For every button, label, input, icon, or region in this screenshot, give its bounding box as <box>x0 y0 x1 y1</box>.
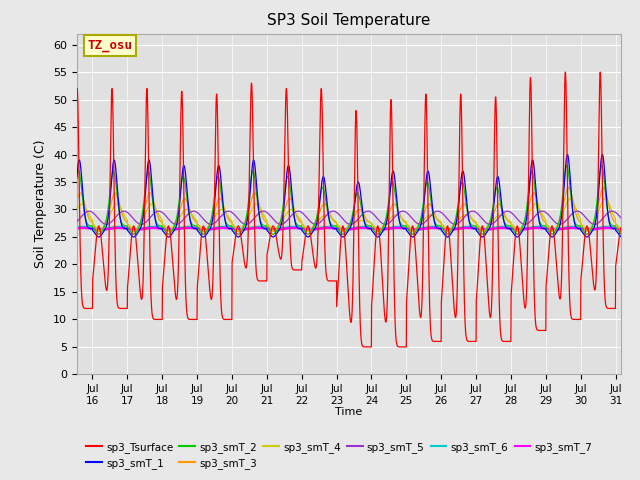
sp3_smT_7 <box>172 227 180 232</box>
sp3_smT_4 <box>479 228 486 234</box>
sp3_smT_6 <box>73 225 81 230</box>
sp3_smT_2 <box>399 223 407 228</box>
sp3_Tsurface <box>479 224 486 229</box>
sp3_smT_5 <box>617 215 625 221</box>
Line: sp3_smT_7: sp3_smT_7 <box>77 228 621 229</box>
sp3_smT_1 <box>339 234 347 240</box>
sp3_smT_3 <box>600 185 607 191</box>
sp3_smT_4 <box>602 196 609 202</box>
Line: sp3_smT_1: sp3_smT_1 <box>77 155 621 237</box>
sp3_smT_6 <box>617 226 625 231</box>
sp3_smT_2 <box>281 190 289 196</box>
sp3_smT_4 <box>172 221 179 227</box>
sp3_smT_3 <box>281 206 289 212</box>
Title: SP3 Soil Temperature: SP3 Soil Temperature <box>267 13 431 28</box>
sp3_smT_2 <box>479 231 486 237</box>
sp3_smT_1 <box>598 152 606 157</box>
sp3_smT_1 <box>399 226 407 231</box>
sp3_smT_1 <box>172 225 179 231</box>
sp3_smT_7 <box>150 225 157 231</box>
sp3_smT_5 <box>520 221 528 227</box>
sp3_smT_5 <box>73 219 81 225</box>
sp3_smT_5 <box>381 221 389 227</box>
sp3_smT_7 <box>617 227 625 232</box>
sp3_smT_3 <box>617 228 625 233</box>
Line: sp3_smT_4: sp3_smT_4 <box>77 199 621 231</box>
sp3_smT_5 <box>538 208 546 214</box>
sp3_smT_1 <box>427 186 435 192</box>
sp3_smT_6 <box>150 224 157 229</box>
Line: sp3_smT_3: sp3_smT_3 <box>77 188 621 231</box>
sp3_smT_3 <box>73 198 81 204</box>
Line: sp3_smT_6: sp3_smT_6 <box>77 227 621 229</box>
sp3_smT_6 <box>307 226 314 232</box>
sp3_Tsurface <box>403 344 410 350</box>
sp3_smT_6 <box>172 226 180 231</box>
sp3_smT_3 <box>479 228 486 234</box>
sp3_smT_3 <box>427 203 435 208</box>
sp3_smT_5 <box>399 208 407 214</box>
sp3_smT_4 <box>520 220 528 226</box>
sp3_smT_1 <box>73 175 81 181</box>
sp3_smT_5 <box>172 221 179 227</box>
sp3_smT_2 <box>339 231 347 237</box>
sp3_smT_3 <box>520 218 528 224</box>
sp3_smT_6 <box>281 225 289 230</box>
sp3_smT_6 <box>520 226 528 231</box>
sp3_smT_6 <box>399 224 407 230</box>
sp3_smT_4 <box>617 227 625 232</box>
sp3_smT_7 <box>479 227 487 232</box>
sp3_Tsurface <box>596 69 604 75</box>
sp3_Tsurface <box>427 328 435 334</box>
sp3_smT_1 <box>479 234 486 240</box>
sp3_smT_6 <box>479 226 487 231</box>
sp3_smT_6 <box>427 224 435 229</box>
Line: sp3_smT_2: sp3_smT_2 <box>77 166 621 234</box>
sp3_smT_1 <box>520 225 528 231</box>
sp3_smT_2 <box>172 219 179 225</box>
sp3_smT_4 <box>399 217 407 223</box>
sp3_Tsurface <box>617 225 625 231</box>
Legend: sp3_Tsurface, sp3_smT_1, sp3_smT_2, sp3_smT_3, sp3_smT_4, sp3_smT_5, sp3_smT_6, : sp3_Tsurface, sp3_smT_1, sp3_smT_2, sp3_… <box>82 438 596 473</box>
sp3_smT_3 <box>340 228 348 234</box>
sp3_smT_7 <box>399 226 407 231</box>
sp3_smT_1 <box>281 196 289 202</box>
sp3_smT_2 <box>427 196 435 202</box>
sp3_Tsurface <box>172 293 179 299</box>
Y-axis label: Soil Temperature (C): Soil Temperature (C) <box>35 140 47 268</box>
X-axis label: Time: Time <box>335 407 362 417</box>
sp3_Tsurface <box>399 344 407 350</box>
sp3_smT_7 <box>281 226 289 231</box>
sp3_Tsurface <box>281 146 289 152</box>
Line: sp3_Tsurface: sp3_Tsurface <box>77 72 621 347</box>
sp3_smT_2 <box>617 231 625 237</box>
sp3_smT_3 <box>172 219 179 225</box>
sp3_smT_2 <box>598 163 605 168</box>
sp3_smT_7 <box>520 227 528 232</box>
sp3_smT_4 <box>427 212 435 218</box>
sp3_smT_2 <box>73 175 81 180</box>
sp3_smT_4 <box>73 208 81 214</box>
sp3_smT_7 <box>73 226 81 231</box>
sp3_Tsurface <box>73 89 81 95</box>
sp3_smT_2 <box>520 219 528 225</box>
sp3_smT_4 <box>281 214 289 219</box>
sp3_smT_1 <box>617 234 625 240</box>
sp3_smT_5 <box>479 216 486 222</box>
Line: sp3_smT_5: sp3_smT_5 <box>77 211 621 224</box>
sp3_smT_7 <box>427 225 435 231</box>
Text: TZ_osu: TZ_osu <box>88 39 132 52</box>
sp3_smT_4 <box>340 228 348 234</box>
sp3_smT_5 <box>427 213 435 219</box>
sp3_smT_5 <box>281 220 289 226</box>
sp3_Tsurface <box>520 300 528 306</box>
sp3_smT_7 <box>307 227 314 232</box>
sp3_smT_3 <box>399 218 407 224</box>
